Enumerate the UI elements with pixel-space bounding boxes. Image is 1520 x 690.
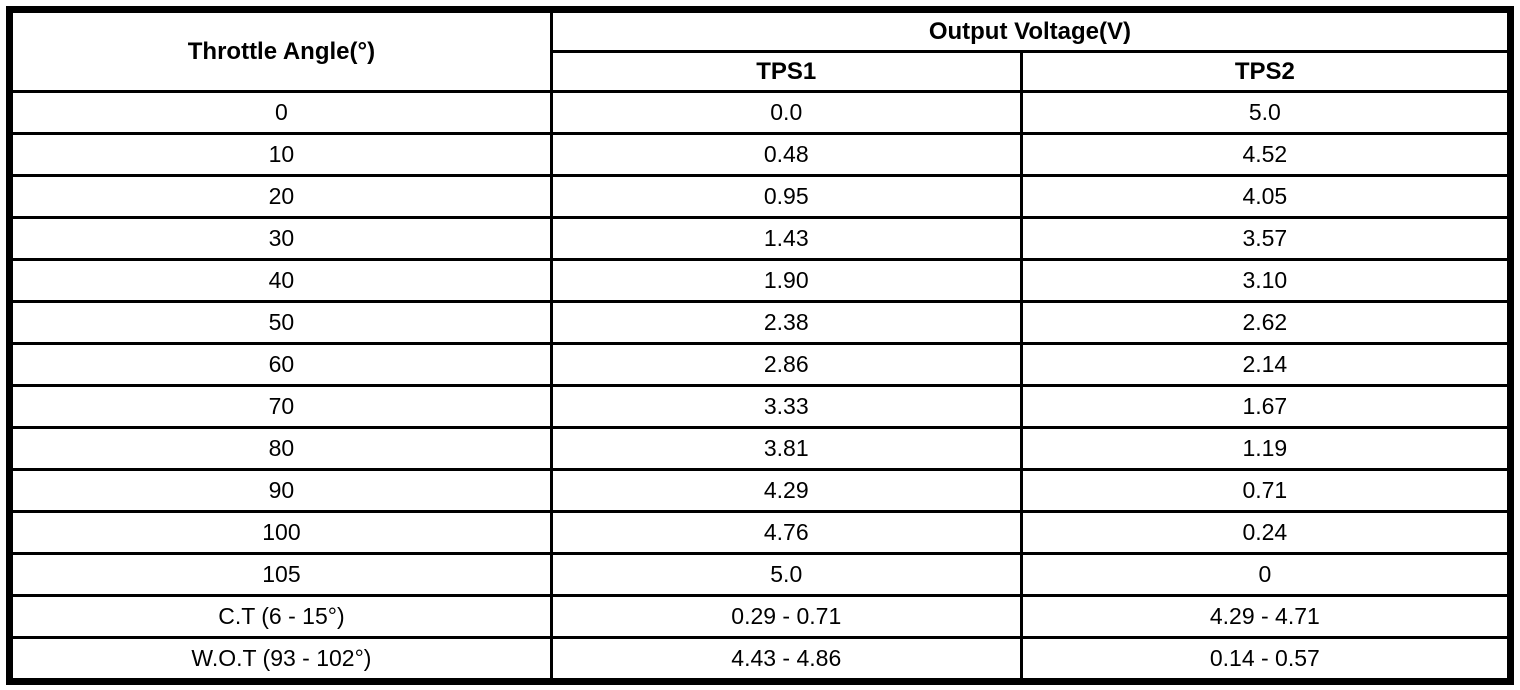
tps2-cell: 0.14 - 0.57 <box>1019 636 1513 683</box>
table-row: C.T (6 - 15°) 0.29 - 0.71 4.29 - 4.71 <box>8 594 1513 639</box>
throttle-angle-cell: W.O.T (93 - 102°) <box>8 636 553 683</box>
table-row: 30 1.43 3.57 <box>8 216 1513 261</box>
throttle-angle-cell: 80 <box>8 426 553 471</box>
header-row-sub: TPS1 TPS2 <box>10 50 1513 93</box>
tps1-cell: 3.33 <box>549 384 1023 429</box>
tps2-cell: 2.62 <box>1019 300 1513 345</box>
tps1-cell: 4.76 <box>549 510 1023 555</box>
tps1-header: TPS1 <box>549 50 1023 93</box>
tps2-cell: 2.14 <box>1019 342 1513 387</box>
throttle-angle-cell: 60 <box>8 342 553 387</box>
tps1-cell: 0.48 <box>549 132 1023 177</box>
tps1-cell: 0.0 <box>549 90 1023 135</box>
throttle-position-sensor-table: Throttle Angle(°) Output Voltage(V) TPS1… <box>6 6 1514 685</box>
table-body: 0 0.0 5.0 10 0.48 4.52 20 0.95 4.05 30 1… <box>8 90 1513 683</box>
tps2-header: TPS2 <box>1019 50 1513 93</box>
tps1-cell: 0.29 - 0.71 <box>549 594 1023 639</box>
table-row: 105 5.0 0 <box>8 552 1513 597</box>
throttle-angle-cell: 70 <box>8 384 553 429</box>
tps2-cell: 5.0 <box>1019 90 1513 135</box>
table-row: 90 4.29 0.71 <box>8 468 1513 513</box>
throttle-angle-cell: C.T (6 - 15°) <box>8 594 553 639</box>
tps1-cell: 4.29 <box>549 468 1023 513</box>
tps2-cell: 1.67 <box>1019 384 1513 429</box>
table-row: W.O.T (93 - 102°) 4.43 - 4.86 0.14 - 0.5… <box>8 636 1513 683</box>
throttle-angle-header: Throttle Angle(°) <box>8 8 553 93</box>
throttle-angle-cell: 20 <box>8 174 553 219</box>
tps2-cell: 3.57 <box>1019 216 1513 261</box>
tps2-cell: 4.29 - 4.71 <box>1019 594 1513 639</box>
tps1-cell: 4.43 - 4.86 <box>549 636 1023 683</box>
tps2-cell: 1.19 <box>1019 426 1513 471</box>
tps2-cell: 0.24 <box>1019 510 1513 555</box>
tps2-cell: 0.71 <box>1019 468 1513 513</box>
throttle-angle-cell: 50 <box>8 300 553 345</box>
tps1-cell: 5.0 <box>549 552 1023 597</box>
tps1-cell: 0.95 <box>549 174 1023 219</box>
tps2-cell: 4.52 <box>1019 132 1513 177</box>
table-header: Throttle Angle(°) Output Voltage(V) TPS1… <box>8 8 1513 93</box>
table-row: 80 3.81 1.19 <box>8 426 1513 471</box>
throttle-angle-cell: 0 <box>8 90 553 135</box>
tps2-cell: 0 <box>1019 552 1513 597</box>
tps1-cell: 1.43 <box>549 216 1023 261</box>
tps2-cell: 3.10 <box>1019 258 1513 303</box>
table-row: 70 3.33 1.67 <box>8 384 1513 429</box>
table-row: 40 1.90 3.10 <box>8 258 1513 303</box>
tps1-cell: 2.38 <box>549 300 1023 345</box>
table-row: 50 2.38 2.62 <box>8 300 1513 345</box>
table-row: 10 0.48 4.52 <box>8 132 1513 177</box>
output-voltage-header: Output Voltage(V) <box>549 8 1513 53</box>
table-row: 100 4.76 0.24 <box>8 510 1513 555</box>
tps1-cell: 1.90 <box>549 258 1023 303</box>
throttle-angle-cell: 10 <box>8 132 553 177</box>
throttle-angle-cell: 40 <box>8 258 553 303</box>
throttle-angle-cell: 30 <box>8 216 553 261</box>
throttle-angle-cell: 100 <box>8 510 553 555</box>
table-row: 60 2.86 2.14 <box>8 342 1513 387</box>
throttle-angle-cell: 90 <box>8 468 553 513</box>
tps1-cell: 3.81 <box>549 426 1023 471</box>
tps1-cell: 2.86 <box>549 342 1023 387</box>
throttle-angle-cell: 105 <box>8 552 553 597</box>
table-row: 0 0.0 5.0 <box>8 90 1513 135</box>
table-row: 20 0.95 4.05 <box>8 174 1513 219</box>
header-row-group: Throttle Angle(°) Output Voltage(V) <box>8 8 1513 93</box>
tps2-cell: 4.05 <box>1019 174 1513 219</box>
